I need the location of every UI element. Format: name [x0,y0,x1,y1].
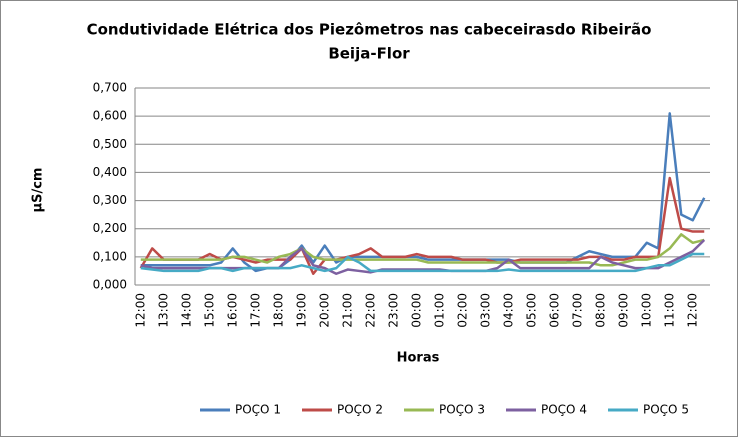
series-line [140,239,706,275]
legend-label: POÇO 5 [643,403,689,417]
x-tick-label: 01:00 [432,293,446,328]
x-tick-label: 17:00 [248,293,262,328]
legend-label: POÇO 1 [235,403,281,417]
y-tick-label: 0,600 [93,109,127,123]
x-tick-label: 22:00 [363,293,377,328]
x-tick-label: 15:00 [202,293,216,328]
x-tick-label: 12:00 [133,293,147,328]
y-tick-label: 0,500 [93,137,127,151]
x-tick-label: 23:00 [386,293,400,328]
x-tick-label: 03:00 [478,293,492,328]
y-tick-label: 0,100 [93,249,127,263]
x-tick-label: 08:00 [593,293,607,328]
x-tick-label: 12:00 [685,293,699,328]
legend-label: POÇO 2 [337,403,383,417]
x-tick-label: 06:00 [547,293,561,328]
x-tick-label: 09:00 [616,293,630,328]
chart-title: Beija-Flor [328,45,410,63]
x-tick-label: 10:00 [639,293,653,328]
y-tick-label: 0,700 [93,81,127,95]
y-tick-label: 0,200 [93,221,127,235]
x-tick-label: 07:00 [570,293,584,328]
x-tick-label: 16:00 [225,293,239,328]
y-tick-label: 0,000 [93,278,127,292]
x-axis-label: Horas [397,351,440,366]
chart-title: Condutividade Elétrica dos Piezômetros n… [87,21,652,39]
series-line [140,252,705,273]
series-line [140,112,706,273]
x-tick-label: 21:00 [340,293,354,328]
x-tick-label: 00:00 [409,293,423,328]
x-tick-label: 19:00 [294,293,308,328]
x-tick-label: 20:00 [317,293,331,328]
y-axis-label: µS/cm [31,168,46,213]
x-tick-label: 18:00 [271,293,285,328]
legend-label: POÇO 4 [541,403,587,417]
x-tick-label: 05:00 [524,293,538,328]
y-tick-label: 0,400 [93,165,127,179]
series-line [140,233,705,267]
x-tick-label: 14:00 [179,293,193,328]
x-tick-label: 02:00 [455,293,469,328]
y-tick-label: 0,300 [93,193,127,207]
legend-label: POÇO 3 [439,403,485,417]
x-tick-label: 13:00 [156,293,170,328]
x-tick-label: 11:00 [662,293,676,328]
x-tick-label: 04:00 [501,293,515,328]
